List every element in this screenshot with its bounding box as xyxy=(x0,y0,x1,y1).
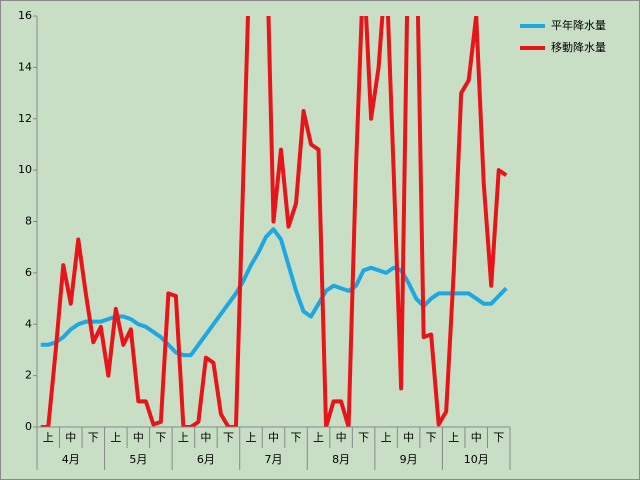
y-tick-label: 12 xyxy=(18,112,32,125)
x-tick-label: 中 xyxy=(133,431,144,444)
group-label: 6月 xyxy=(197,453,215,466)
x-tick-label: 中 xyxy=(403,431,414,444)
y-tick-label: 2 xyxy=(25,369,32,382)
x-tick-label: 上 xyxy=(381,431,392,444)
legend-label: 平年降水量 xyxy=(551,18,606,32)
y-tick-label: 14 xyxy=(18,60,32,73)
x-tick-label: 下 xyxy=(223,431,234,444)
x-tick-label: 下 xyxy=(358,431,369,444)
x-tick-label: 下 xyxy=(291,431,302,444)
x-tick-label: 中 xyxy=(65,431,76,444)
y-tick-label: 8 xyxy=(25,215,32,228)
legend-label: 移動降水量 xyxy=(551,40,606,54)
x-tick-label: 上 xyxy=(245,431,256,444)
group-label: 4月 xyxy=(62,453,80,466)
x-tick-label: 中 xyxy=(471,431,482,444)
y-tick-label: 10 xyxy=(18,163,32,176)
group-label: 9月 xyxy=(400,453,418,466)
y-tick-label: 0 xyxy=(25,420,32,433)
x-tick-label: 中 xyxy=(200,431,211,444)
x-tick-label: 上 xyxy=(110,431,121,444)
group-label: 10月 xyxy=(464,453,489,466)
y-tick-label: 6 xyxy=(25,266,32,279)
x-tick-label: 上 xyxy=(313,431,324,444)
x-tick-label: 上 xyxy=(448,431,459,444)
x-tick-label: 上 xyxy=(43,431,54,444)
x-tick-label: 下 xyxy=(88,431,99,444)
group-label: 7月 xyxy=(265,453,283,466)
group-label: 5月 xyxy=(129,453,147,466)
group-label: 8月 xyxy=(332,453,350,466)
x-tick-label: 上 xyxy=(178,431,189,444)
y-tick-label: 4 xyxy=(25,317,32,330)
x-tick-label: 中 xyxy=(268,431,279,444)
y-tick-label: 16 xyxy=(18,9,32,22)
x-tick-label: 下 xyxy=(426,431,437,444)
x-tick-label: 下 xyxy=(493,431,504,444)
x-tick-label: 下 xyxy=(155,431,166,444)
series-line xyxy=(40,16,508,427)
x-tick-label: 中 xyxy=(336,431,347,444)
